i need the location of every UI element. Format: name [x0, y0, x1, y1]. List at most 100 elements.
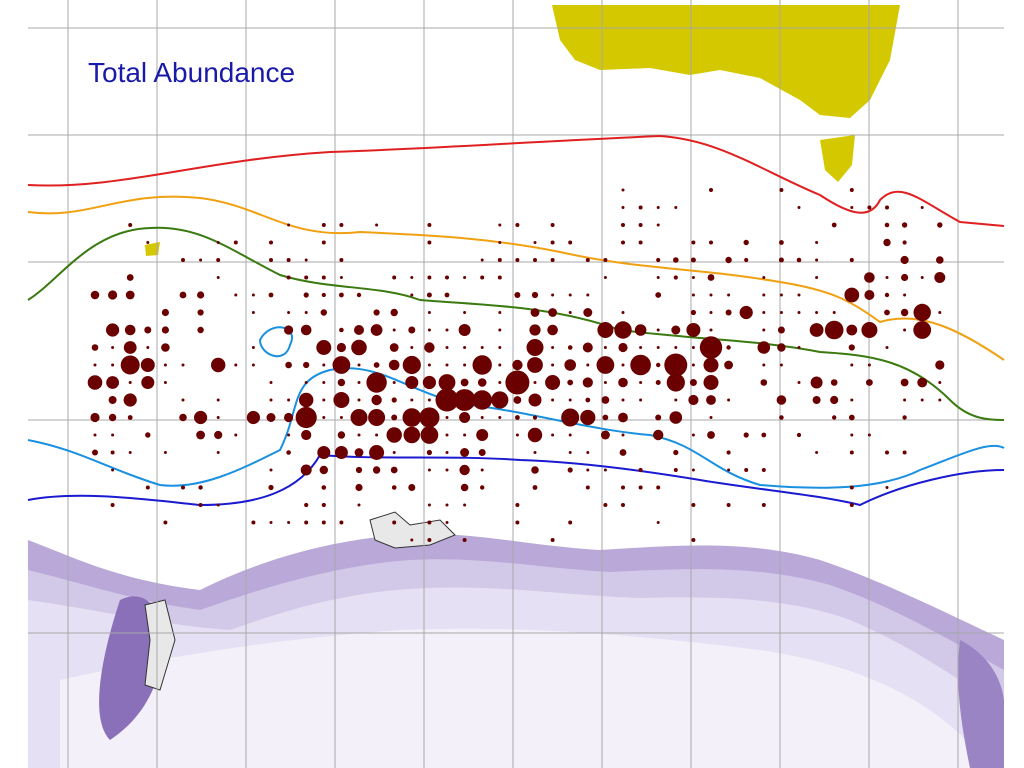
- station: [603, 276, 607, 279]
- station: [797, 346, 801, 349]
- station: [410, 538, 414, 542]
- station: [216, 416, 220, 419]
- station: [251, 363, 255, 367]
- station: [337, 431, 346, 439]
- station: [197, 326, 204, 334]
- station: [216, 258, 221, 262]
- station: [582, 342, 593, 353]
- station: [797, 311, 801, 314]
- station: [197, 291, 205, 299]
- station: [674, 206, 678, 209]
- station: [621, 188, 625, 192]
- station: [179, 291, 187, 299]
- station: [621, 311, 625, 314]
- station: [666, 373, 685, 392]
- station: [619, 449, 627, 456]
- station: [703, 375, 719, 390]
- station: [234, 433, 238, 437]
- station: [234, 363, 238, 367]
- station: [832, 311, 836, 314]
- station: [515, 415, 520, 420]
- station: [938, 311, 942, 314]
- station: [373, 362, 380, 368]
- station: [655, 292, 662, 298]
- station: [583, 308, 593, 317]
- station: [596, 356, 615, 374]
- station: [366, 372, 387, 393]
- station: [568, 520, 573, 525]
- station: [757, 341, 771, 354]
- station: [568, 240, 573, 245]
- station: [389, 343, 399, 352]
- station: [435, 388, 459, 412]
- station: [551, 346, 555, 349]
- station: [462, 538, 467, 542]
- station: [809, 323, 824, 337]
- station: [691, 293, 695, 297]
- station: [497, 258, 502, 262]
- station: [903, 398, 907, 402]
- station: [824, 320, 844, 340]
- station: [551, 398, 555, 402]
- station: [234, 293, 238, 297]
- station: [920, 206, 924, 209]
- station: [603, 346, 607, 349]
- station: [199, 258, 203, 262]
- station: [656, 206, 660, 209]
- station: [427, 328, 431, 332]
- station: [123, 393, 137, 407]
- station: [761, 432, 767, 438]
- station: [445, 451, 449, 454]
- station: [900, 308, 909, 317]
- station: [334, 446, 348, 459]
- station: [251, 346, 255, 349]
- station: [303, 292, 309, 298]
- station: [864, 290, 875, 300]
- station: [532, 485, 538, 490]
- station: [181, 485, 185, 490]
- station: [567, 379, 574, 386]
- station: [630, 354, 651, 376]
- station: [161, 308, 169, 317]
- station: [391, 485, 397, 490]
- station: [321, 223, 326, 227]
- station: [108, 396, 117, 404]
- station: [463, 503, 467, 507]
- station: [356, 292, 362, 298]
- station: [472, 390, 493, 410]
- station: [123, 341, 137, 354]
- station: [304, 258, 308, 262]
- station: [527, 357, 543, 373]
- station: [269, 381, 273, 384]
- station: [368, 409, 386, 426]
- station: [832, 415, 837, 420]
- station: [689, 379, 697, 386]
- station: [674, 346, 678, 349]
- station: [564, 359, 576, 371]
- station: [128, 451, 132, 454]
- station: [762, 276, 766, 279]
- station: [286, 258, 291, 262]
- station: [284, 325, 294, 335]
- station: [586, 451, 590, 454]
- front-line: [258, 326, 293, 358]
- station: [585, 397, 591, 403]
- station: [779, 188, 784, 192]
- station: [533, 258, 537, 262]
- station: [934, 272, 946, 283]
- station: [515, 223, 520, 227]
- station: [269, 258, 273, 262]
- station: [760, 379, 768, 386]
- station: [233, 240, 238, 245]
- station: [299, 392, 314, 408]
- station: [830, 379, 838, 386]
- station: [638, 467, 643, 473]
- station: [669, 411, 683, 424]
- station: [846, 324, 858, 336]
- station: [251, 311, 255, 314]
- station: [638, 205, 643, 210]
- station: [303, 361, 310, 369]
- station: [126, 274, 134, 281]
- station: [634, 324, 647, 336]
